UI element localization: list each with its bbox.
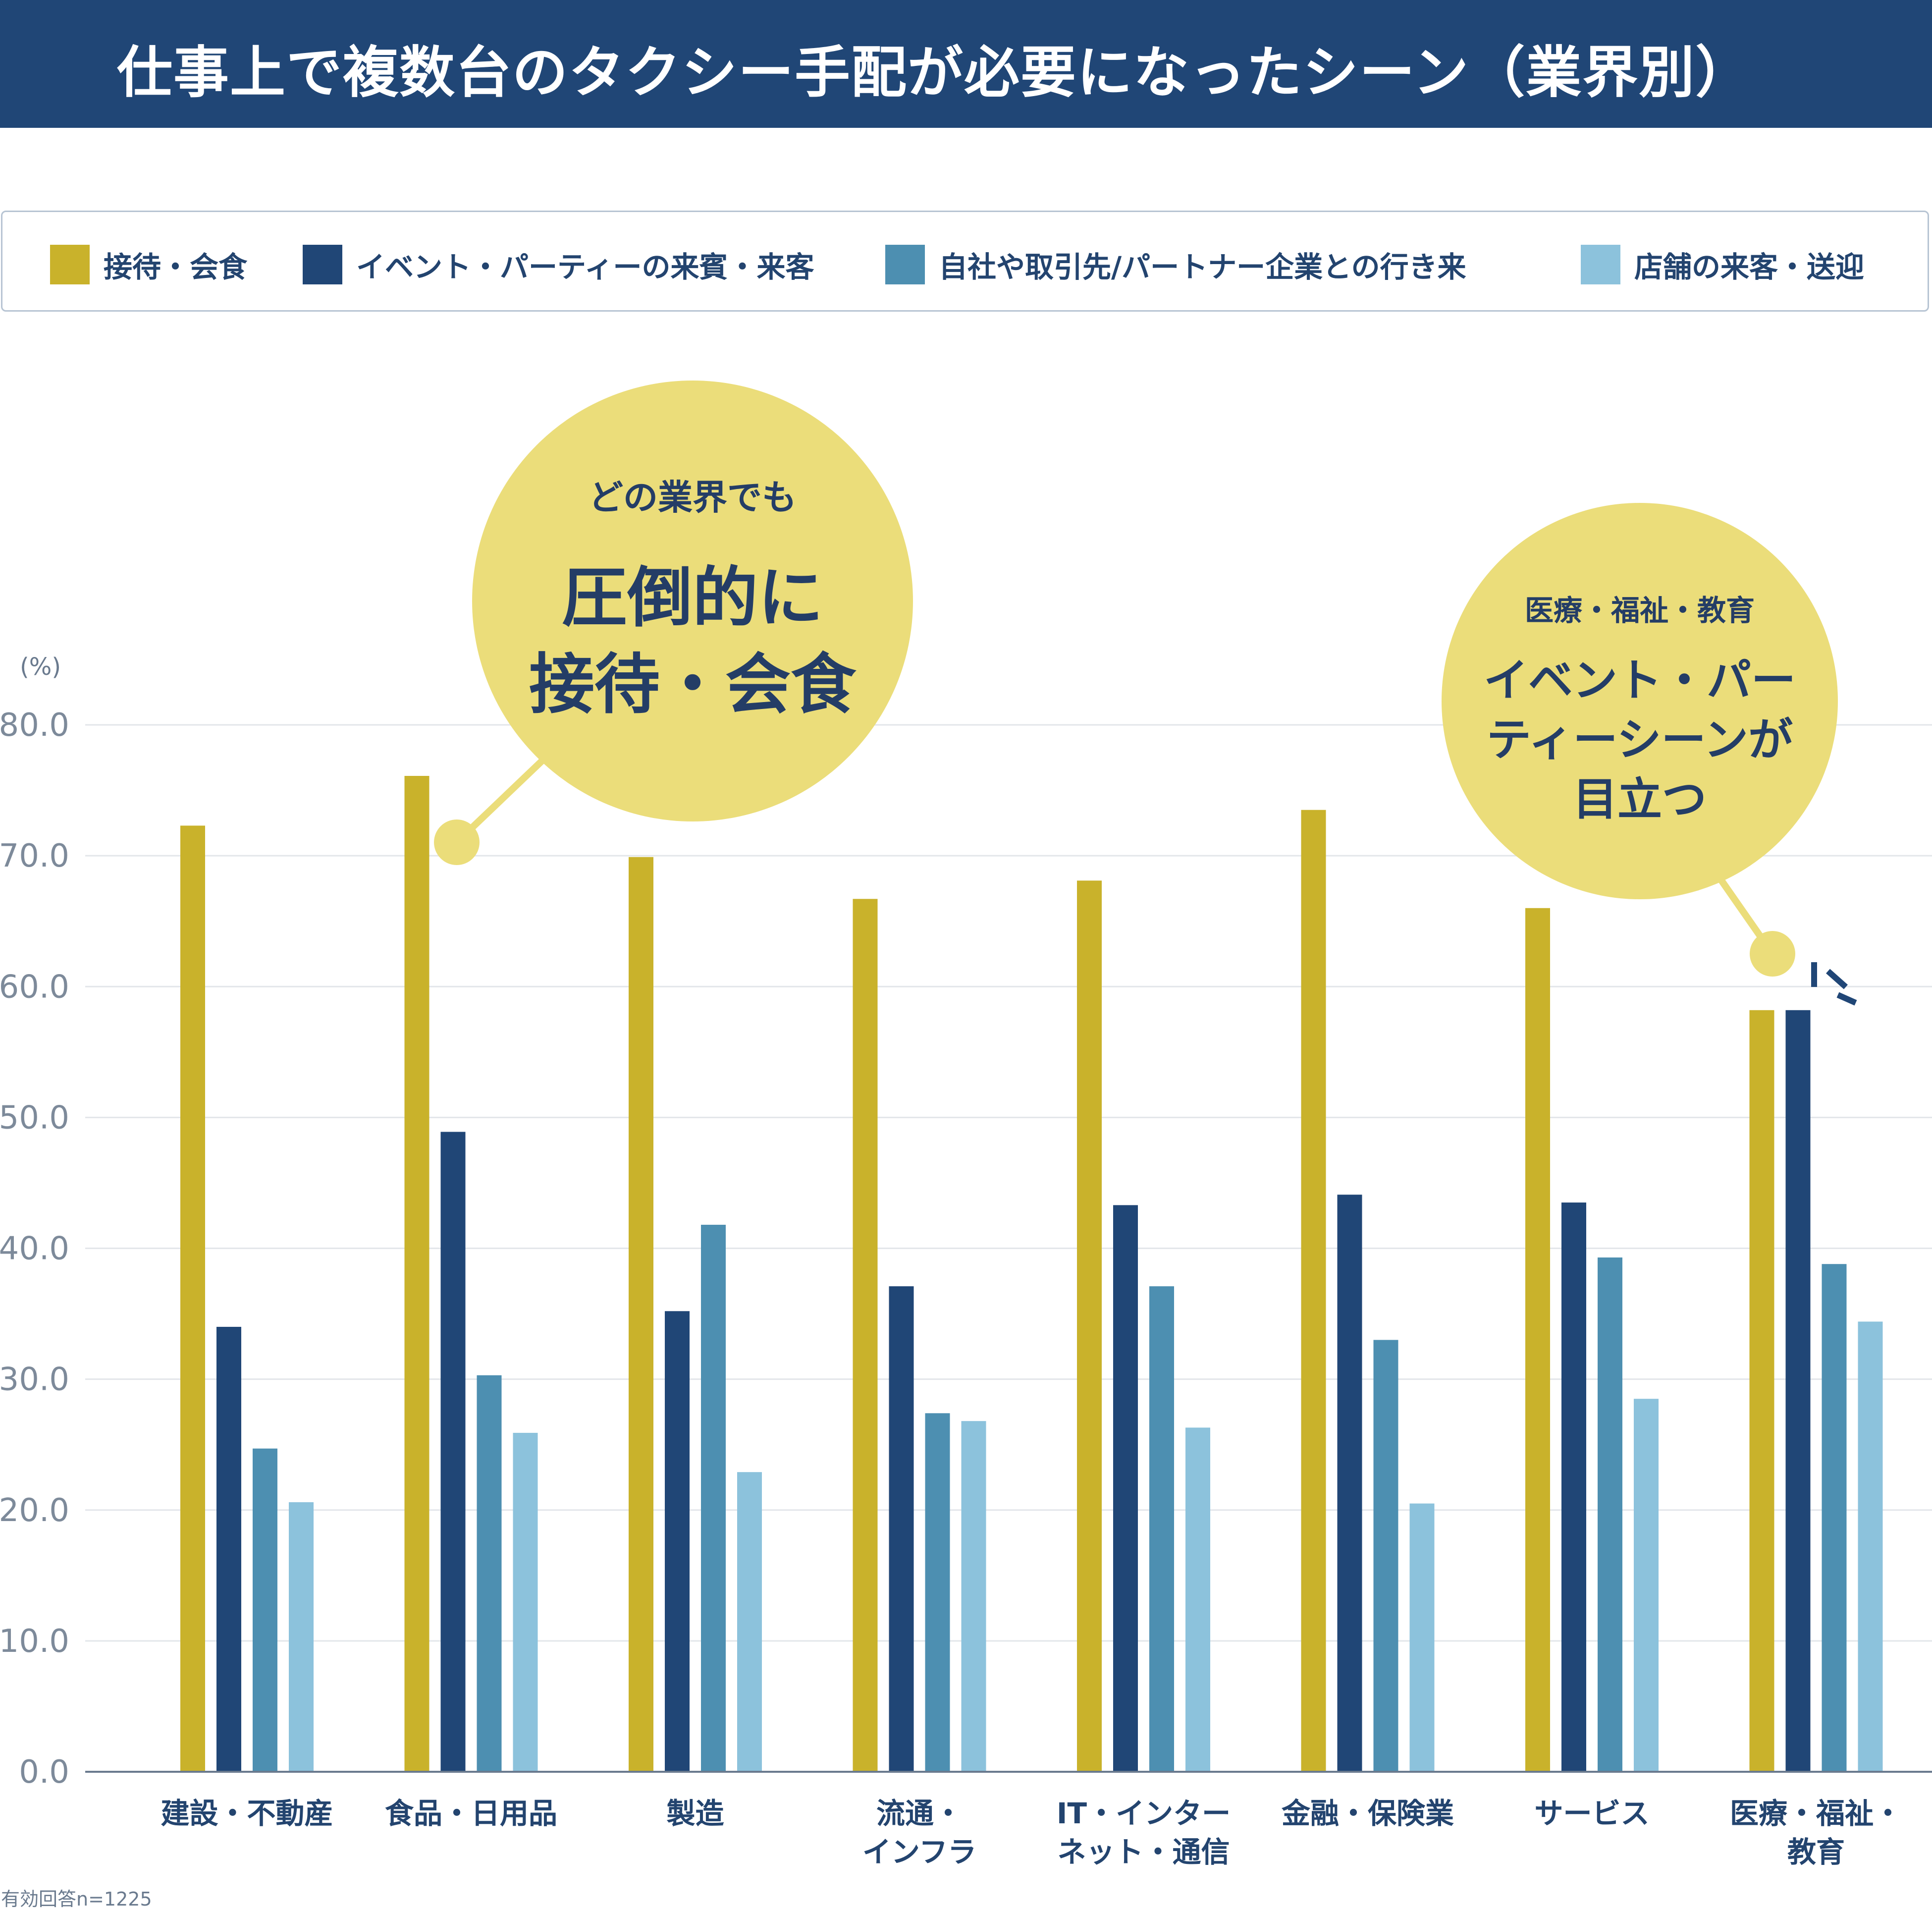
x-category-label: IT・インター (1057, 1797, 1231, 1830)
bar-8-1 (1749, 1010, 1774, 1772)
footnote: 有効回答n=1225 (1, 1888, 152, 1910)
legend-label-store: 店舗の来客・送迎 (1634, 250, 1865, 284)
bar-5-1 (1077, 880, 1102, 1772)
bar-8-3 (1822, 1264, 1847, 1772)
y-tick-label: 50.0 (0, 1099, 69, 1136)
legend-swatch-store (1581, 245, 1620, 284)
callout-left-bubble (472, 381, 913, 821)
y-tick-label: 20.0 (0, 1492, 69, 1529)
legend-swatch-settai (50, 245, 90, 284)
emphasis-marks (1811, 962, 1857, 1006)
bar-2-4 (513, 1432, 538, 1772)
x-category-label: 流通・ (876, 1797, 963, 1830)
y-tick-label: 0.0 (19, 1754, 69, 1791)
bar-1-1 (180, 825, 205, 1772)
bar-2-3 (477, 1375, 502, 1772)
legend-item-partner: 自社や取引先/パートナー企業との行き来 (885, 245, 1466, 284)
bar-5-2 (1113, 1205, 1138, 1772)
y-axis-ticks: 0.0 10.0 20.0 30.0 40.0 50.0 60.0 70.0 80.0 (0, 707, 69, 1791)
legend: 接待・会食 イベント・パーティーの来賓・来客 自社や取引先/パートナー企業との行… (1, 211, 1929, 312)
chart-title: 仕事上で複数台のタクシー手配が必要になったシーン（業界別） (117, 41, 1752, 105)
x-category-label: サービス (1534, 1797, 1649, 1830)
x-category-label: 製造 (666, 1797, 724, 1830)
bar-8-4 (1858, 1321, 1883, 1772)
bar-6-4 (1409, 1503, 1435, 1772)
bar-4-2 (889, 1286, 914, 1772)
callout-right-text3: ティーシーンが (1486, 714, 1793, 766)
x-category-label: 建設・不動産 (161, 1797, 333, 1830)
y-tick-label: 30.0 (0, 1362, 69, 1398)
callout-right-text2: イベント・パー (1484, 655, 1796, 707)
legend-swatch-event (303, 245, 342, 284)
callout-left-dot (434, 819, 480, 865)
legend-swatch-partner (885, 245, 925, 284)
callout-right-dot (1750, 931, 1795, 977)
callout-left-text2: 圧倒的に (562, 560, 823, 636)
bar-5-3 (1149, 1286, 1174, 1772)
y-tick-label: 40.0 (0, 1231, 69, 1267)
bar-4-4 (961, 1421, 986, 1772)
title-banner: 仕事上で複数台のタクシー手配が必要になったシーン（業界別） (0, 0, 1932, 128)
bar-3-2 (665, 1311, 690, 1772)
x-category-label: 食品・日用品 (385, 1797, 557, 1830)
bar-7-1 (1525, 908, 1550, 1772)
bar-6-3 (1373, 1340, 1398, 1772)
callout-right-bubble (1442, 503, 1838, 899)
bar-1-2 (216, 1326, 241, 1772)
y-tick-label: 10.0 (0, 1623, 69, 1660)
legend-label-event: イベント・パーティーの来賓・来客 (356, 250, 814, 284)
bar-3-4 (737, 1472, 762, 1772)
callout-left-text1: どの業界でも (589, 477, 797, 518)
y-tick-label: 70.0 (0, 838, 69, 874)
bar-1-4 (289, 1502, 314, 1772)
legend-item-store: 店舗の来客・送迎 (1581, 245, 1864, 284)
bar-2-2 (440, 1132, 466, 1772)
bar-4-3 (925, 1413, 950, 1772)
legend-item-settai: 接待・会食 (50, 245, 247, 284)
callout-right-text1: 医療・福祉・教育 (1524, 594, 1755, 627)
bar-6-2 (1337, 1195, 1362, 1772)
x-category-label: 金融・保険業 (1282, 1797, 1454, 1830)
bar-2-1 (404, 776, 429, 1772)
y-tick-label: 60.0 (0, 969, 69, 1005)
legend-item-event: イベント・パーティーの来賓・来客 (303, 245, 814, 284)
bar-5-4 (1185, 1427, 1210, 1772)
legend-label-settai: 接待・会食 (104, 250, 248, 284)
y-tick-label: 80.0 (0, 707, 69, 744)
x-category-label: ネット・通信 (1057, 1835, 1230, 1869)
bar-7-2 (1561, 1202, 1586, 1772)
bar-1-3 (253, 1448, 277, 1772)
bar-6-1 (1301, 810, 1326, 1772)
callout-left-text3: 接待・会食 (529, 647, 856, 723)
bars (180, 776, 1883, 1772)
legend-label-partner: 自社や取引先/パートナー企業との行き来 (939, 250, 1466, 284)
bar-3-1 (629, 857, 653, 1772)
callout-right-text4: 目立つ (1573, 773, 1707, 825)
x-category-label: 教育 (1787, 1835, 1845, 1869)
bar-7-4 (1634, 1399, 1659, 1772)
bar-7-3 (1598, 1257, 1622, 1772)
bar-3-3 (701, 1224, 726, 1772)
x-category-label: インフラ (862, 1835, 976, 1869)
y-axis-unit: (%) (20, 653, 61, 681)
bar-4-1 (853, 899, 878, 1772)
bar-8-2 (1785, 1010, 1811, 1772)
x-category-label: 医療・福祉・ (1730, 1797, 1902, 1830)
